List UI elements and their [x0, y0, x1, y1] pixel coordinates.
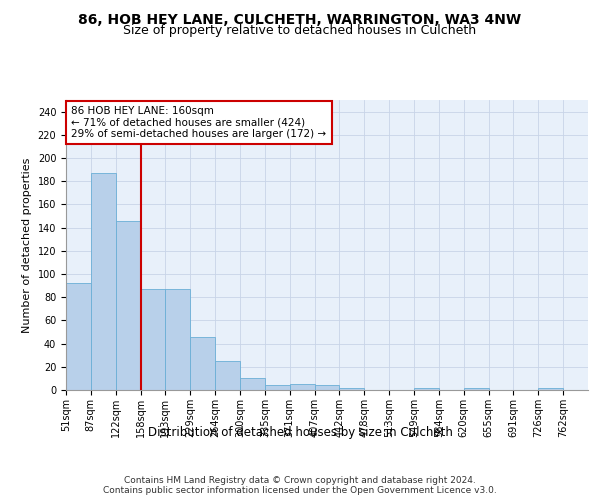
Bar [140, 289, 166, 390]
Bar [215, 361, 240, 390]
Bar [538, 388, 563, 390]
Text: Contains HM Land Registry data © Crown copyright and database right 2024.
Contai: Contains HM Land Registry data © Crown c… [103, 476, 497, 495]
Bar [464, 388, 488, 390]
Bar [166, 289, 190, 390]
Bar [190, 336, 215, 390]
Bar [240, 378, 265, 390]
Bar [340, 388, 364, 390]
Bar [265, 386, 290, 390]
Y-axis label: Number of detached properties: Number of detached properties [22, 158, 32, 332]
Text: 86 HOB HEY LANE: 160sqm
← 71% of detached houses are smaller (424)
29% of semi-d: 86 HOB HEY LANE: 160sqm ← 71% of detache… [71, 106, 326, 139]
Text: Distribution of detached houses by size in Culcheth: Distribution of detached houses by size … [148, 426, 452, 439]
Bar [290, 384, 314, 390]
Text: Size of property relative to detached houses in Culcheth: Size of property relative to detached ho… [124, 24, 476, 37]
Bar [91, 173, 116, 390]
Bar [314, 386, 340, 390]
Bar [66, 284, 91, 390]
Text: 86, HOB HEY LANE, CULCHETH, WARRINGTON, WA3 4NW: 86, HOB HEY LANE, CULCHETH, WARRINGTON, … [79, 12, 521, 26]
Bar [116, 220, 140, 390]
Bar [414, 388, 439, 390]
